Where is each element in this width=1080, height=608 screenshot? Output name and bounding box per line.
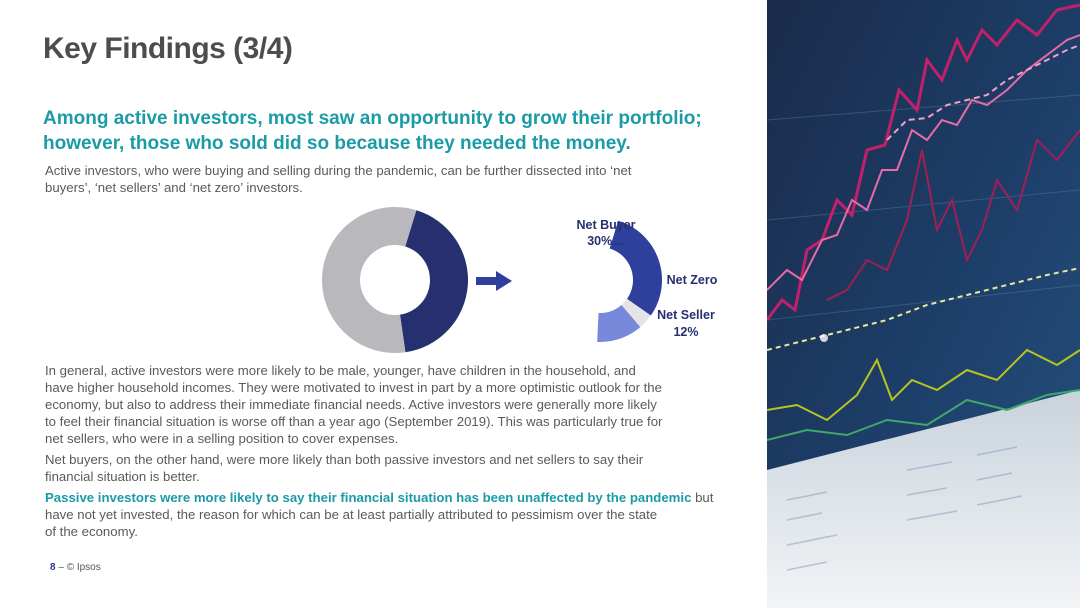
half-donut-labels: Net Buyer 30%… Net Zero Net Seller 12% — [576, 218, 717, 339]
passive-highlight: Passive investors were more likely to sa… — [45, 490, 692, 505]
net-buyers-line-1: Net buyers, on the other hand, were more… — [45, 452, 644, 467]
subtitle-line-2: however, those who sold did so because t… — [43, 133, 631, 154]
general-line-1: In general, active investors were more l… — [45, 363, 636, 378]
intro-line-2: buyers’, ‘net sellers’ and ‘net zero’ in… — [45, 180, 303, 195]
half-donut-slice-net-buyer — [609, 220, 662, 316]
right-arrow-icon — [476, 271, 512, 291]
half-donut-slice-net-seller — [597, 305, 641, 342]
general-line-5: net sellers, who were in a selling posit… — [45, 431, 399, 446]
donut-slice-2 — [322, 207, 417, 353]
data-label-net-seller: 12% — [673, 325, 698, 339]
general-line-4: to feel their financial situation is wor… — [45, 414, 663, 429]
half-donut-slice-net-zero — [621, 298, 651, 328]
subtitle-line-1: Among active investors, most saw an oppo… — [43, 108, 702, 129]
net-buyers-line-2: financial situation is better. — [45, 469, 200, 484]
passive-rest-2: have not yet invested, the reason for wh… — [45, 507, 658, 522]
page-number: 8 — [50, 562, 56, 573]
general-line-2: have higher household incomes. They were… — [45, 380, 662, 395]
copyright: © Ipsos — [66, 562, 101, 573]
intro-line-1: Active investors, who were buying and se… — [45, 163, 632, 178]
general-paragraph: In general, active investors were more l… — [45, 362, 745, 447]
general-line-3: economy, but also to address their immed… — [45, 397, 657, 412]
passive-paragraph: Passive investors were more likely to sa… — [45, 489, 745, 540]
donut-slice-1 — [399, 210, 468, 353]
active-investor-donut — [322, 207, 468, 353]
investor-charts: Net Buyer 30%… Net Zero Net Seller 12% — [322, 207, 718, 353]
footer-separator: – — [55, 562, 67, 573]
stock-chart-photo — [767, 0, 1080, 608]
slide-title: Key Findings (3/4) — [43, 32, 293, 65]
passive-rest-1: but — [691, 490, 714, 505]
footer: 8 – © Ipsos — [50, 562, 101, 573]
slide-subtitle: Among active investors, most saw an oppo… — [43, 106, 753, 156]
stock-chart-illustration — [767, 0, 1080, 608]
category-label-net-buyer: Net Buyer — [576, 218, 635, 232]
category-label-net-seller: Net Seller — [657, 308, 715, 322]
intro-paragraph: Active investors, who were buying and se… — [45, 162, 745, 196]
category-label-net-zero: Net Zero — [667, 273, 718, 287]
net-investor-half-donut — [597, 220, 662, 342]
passive-rest-3: of the economy. — [45, 524, 138, 539]
data-label-net-buyer: 30%… — [587, 234, 625, 248]
net-buyers-paragraph: Net buyers, on the other hand, were more… — [45, 451, 745, 485]
